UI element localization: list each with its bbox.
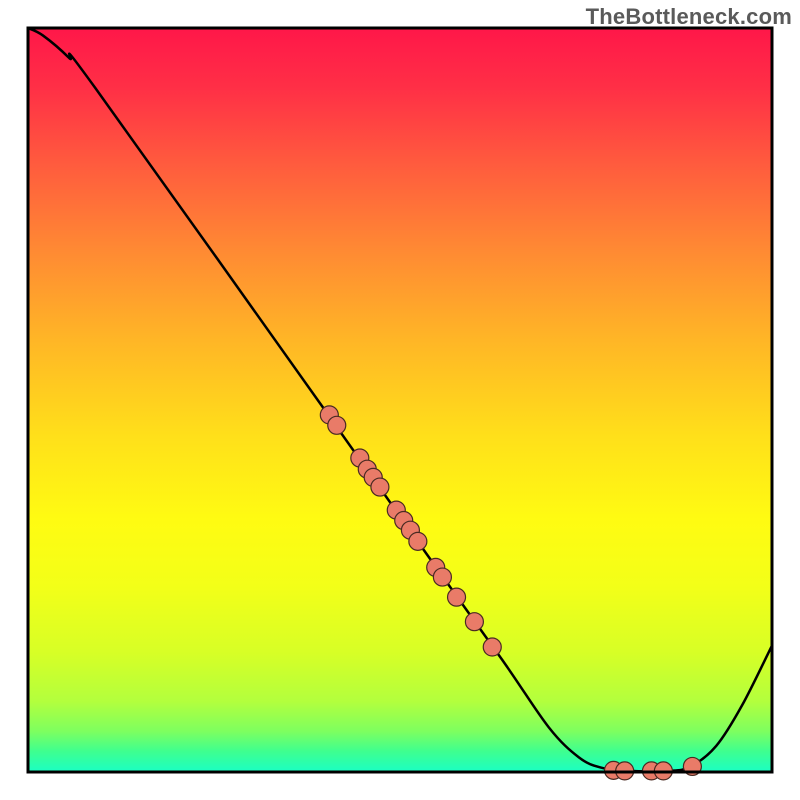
- plot-background: [28, 28, 772, 772]
- chart-container: { "watermark": { "text": "TheBottleneck.…: [0, 0, 800, 800]
- data-marker: [465, 613, 483, 631]
- data-marker: [409, 532, 427, 550]
- data-marker: [371, 478, 389, 496]
- data-marker: [483, 638, 501, 656]
- data-marker: [328, 416, 346, 434]
- watermark-label: TheBottleneck.com: [586, 4, 792, 30]
- data-marker: [448, 588, 466, 606]
- data-marker: [433, 568, 451, 586]
- bottleneck-chart: [0, 0, 800, 800]
